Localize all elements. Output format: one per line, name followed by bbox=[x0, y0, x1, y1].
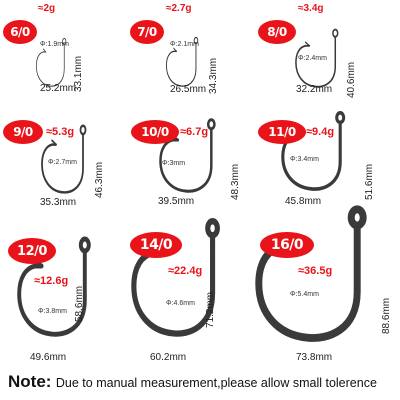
hook-width: 35.3mm bbox=[40, 197, 77, 208]
size-badge: 11/0 bbox=[258, 120, 306, 144]
hook-width: 39.5mm bbox=[158, 196, 195, 207]
circle-hook-icon bbox=[41, 124, 87, 194]
wire-diameter: Φ:3.4mm bbox=[290, 156, 319, 163]
hook-weight: ≈36.5g bbox=[298, 265, 333, 277]
hook-weight: ≈2g bbox=[38, 3, 56, 14]
note-label: Note: bbox=[8, 372, 52, 391]
hook-height: 71.2mm bbox=[205, 291, 216, 328]
size-badge: 10/0 bbox=[131, 120, 179, 144]
hook-weight: ≈3.4g bbox=[298, 3, 324, 14]
hook-height: 48.3mm bbox=[230, 163, 241, 200]
hook-width: 26.5mm bbox=[170, 84, 207, 95]
hook-height: 40.6mm bbox=[346, 61, 357, 98]
hook-height: 46.3mm bbox=[94, 161, 105, 198]
hook-width: 60.2mm bbox=[150, 352, 187, 363]
hook-height: 34.3mm bbox=[208, 57, 219, 94]
hook-height: 51.6mm bbox=[364, 163, 375, 200]
hook-weight: ≈2.7g bbox=[166, 3, 192, 14]
hook-width: 32.2mm bbox=[296, 84, 333, 95]
wire-diameter: Φ:2.1mm bbox=[170, 41, 199, 48]
hook-width: 25.2mm bbox=[40, 83, 77, 94]
wire-diameter: Φ:5.4mm bbox=[290, 291, 319, 298]
circle-hook-icon bbox=[295, 28, 339, 88]
hook-height: 88.6mm bbox=[381, 297, 392, 334]
hook-weight: ≈5.3g bbox=[46, 126, 75, 138]
size-badge: 9/0 bbox=[3, 120, 43, 144]
wire-diameter: Φ:3.8mm bbox=[38, 308, 67, 315]
hook-weight: ≈9.4g bbox=[306, 126, 335, 138]
tolerance-note: Note: Due to manual measurement,please a… bbox=[8, 372, 377, 392]
size-badge: 7/0 bbox=[130, 20, 164, 44]
size-badge: 16/0 bbox=[260, 232, 314, 258]
hook-width: 49.6mm bbox=[30, 352, 67, 363]
size-badge: 14/0 bbox=[130, 232, 182, 258]
wire-diameter: Φ:2.7mm bbox=[48, 159, 77, 166]
wire-diameter: Φ:3mm bbox=[162, 160, 186, 167]
size-badge: 8/0 bbox=[258, 20, 296, 44]
hook-weight: ≈12.6g bbox=[34, 275, 69, 287]
size-badge: 12/0 bbox=[8, 238, 56, 264]
wire-diameter: Φ:2.4mm bbox=[298, 55, 327, 62]
note-text: Due to manual measurement,please allow s… bbox=[55, 376, 377, 390]
size-badge: 6/0 bbox=[3, 20, 37, 44]
hook-weight: ≈6.7g bbox=[180, 126, 209, 138]
wire-diameter: Φ:4.6mm bbox=[166, 300, 195, 307]
wire-diameter: Φ:1.9mm bbox=[40, 41, 69, 48]
hook-width: 45.8mm bbox=[285, 196, 322, 207]
hook-weight: ≈22.4g bbox=[168, 265, 203, 277]
hook-width: 73.8mm bbox=[296, 352, 333, 363]
circle-hook-icon bbox=[165, 36, 199, 87]
hook-height: 58.6mm bbox=[74, 285, 85, 322]
circle-hook-icon bbox=[35, 37, 67, 87]
